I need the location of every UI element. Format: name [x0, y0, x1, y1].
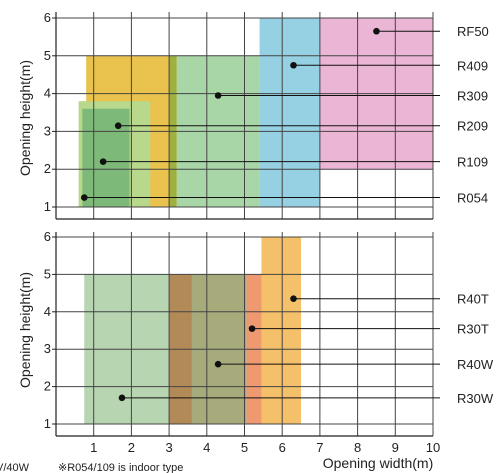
label-rf50: RF50	[457, 24, 489, 39]
y-tick-label: 6	[44, 10, 51, 25]
label-r209: R209	[457, 119, 488, 134]
x-tick-label: 2	[128, 440, 135, 455]
marker-dot-r209	[114, 122, 122, 130]
x-tick-label: 9	[392, 440, 399, 455]
bottom-y-axis-title: Opening height(m)	[17, 272, 33, 388]
marker-dot-r409	[290, 61, 297, 69]
region-r40t	[261, 237, 302, 424]
y-tick-label: 6	[44, 229, 51, 244]
label-r30t: R30T	[457, 322, 489, 337]
bottom-chart-panel: 1 2 3 4 5 6 1 2 3 4 5 6 7 8 9 10 R40T R30T R40W R30W	[44, 229, 494, 455]
y-tick-label: 4	[44, 304, 51, 319]
label-r409: R409	[457, 58, 488, 73]
marker-dot-r30w	[118, 394, 126, 402]
top-chart-panel: 1 2 3 4 5 6 RF50 R409 R309 R209 R109 R054	[44, 10, 489, 220]
y-tick-label: 3	[44, 341, 51, 356]
x-tick-label: 4	[203, 440, 210, 455]
y-tick-label: 4	[44, 86, 51, 101]
x-tick-label: 6	[279, 440, 286, 455]
marker-dot-r40t	[290, 295, 297, 303]
marker-dot-r40w	[214, 360, 222, 368]
label-r30w: R30W	[457, 391, 494, 406]
marker-dot-r309	[214, 92, 222, 99]
footnote-left: V/40W	[0, 462, 30, 473]
x-tick-label: 8	[354, 440, 361, 455]
label-r40t: R40T	[457, 292, 489, 307]
x-tick-label: 7	[316, 440, 323, 455]
label-r054: R054	[457, 191, 488, 206]
region-r054	[82, 108, 130, 207]
y-tick-label: 2	[44, 161, 51, 176]
y-tick-label: 2	[44, 379, 51, 394]
x-axis-title: Opening width(m)	[323, 455, 434, 471]
y-tick-label: 5	[44, 266, 51, 281]
y-tick-label: 1	[44, 199, 51, 214]
x-tick-label: 3	[165, 440, 172, 455]
x-tick-label: 10	[426, 440, 440, 455]
region-r409	[259, 18, 320, 207]
marker-dot-r109	[99, 158, 107, 165]
x-tick-label: 5	[241, 440, 248, 455]
label-r40w: R40W	[457, 357, 494, 372]
marker-dot-r30t	[248, 325, 256, 332]
y-tick-label: 5	[44, 48, 51, 63]
x-tick-label: 1	[90, 440, 97, 455]
marker-dot-r054	[80, 194, 88, 201]
y-tick-label: 1	[44, 416, 51, 431]
y-tick-label: 3	[44, 123, 51, 138]
top-y-axis-title: Opening height(m)	[17, 60, 33, 176]
label-r309: R309	[457, 88, 488, 103]
footnote-right: ※R054/109 is indoor type	[58, 462, 183, 473]
label-r109: R109	[457, 155, 488, 170]
marker-dot-rf50	[373, 27, 380, 35]
